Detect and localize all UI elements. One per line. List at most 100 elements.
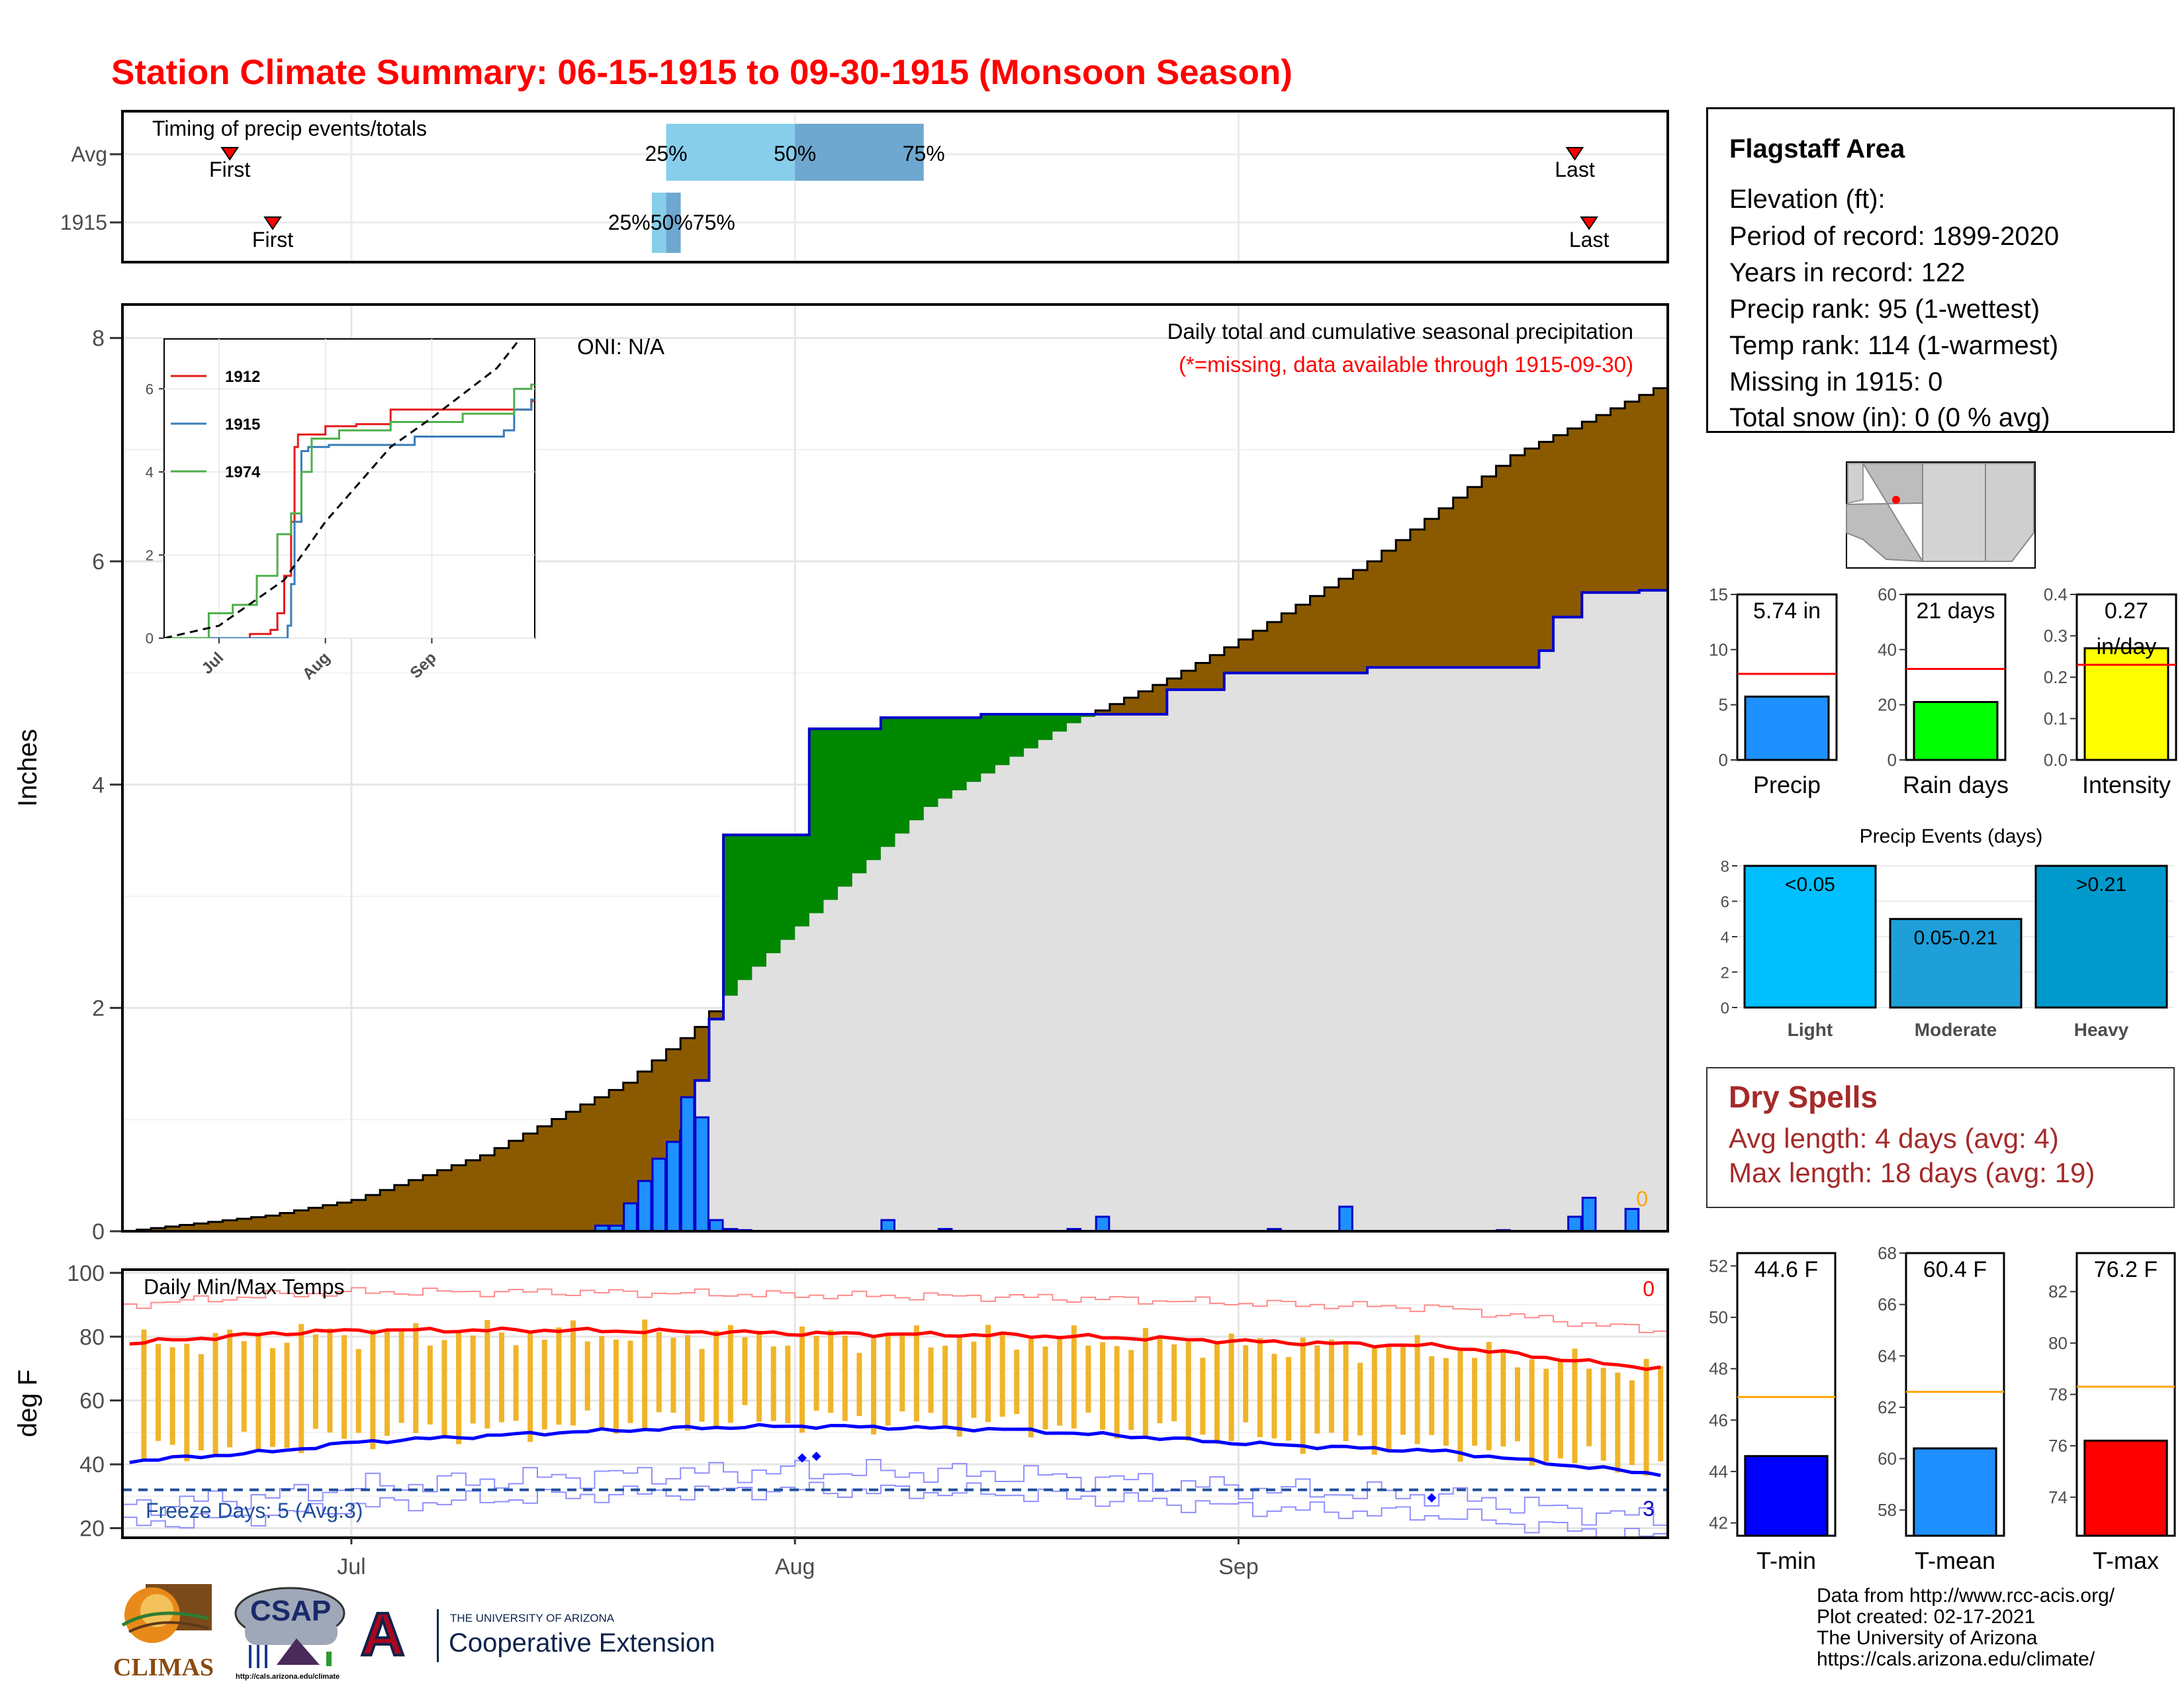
- year-quartile-bar-50-75: [666, 193, 681, 253]
- precip-y-tick-label: 6: [92, 549, 105, 575]
- missing-count: 0: [1636, 1187, 1648, 1211]
- timing-title: Timing of precip events/totals: [152, 117, 427, 140]
- daily-temp-bar: [527, 1333, 533, 1442]
- date-axis: Jul Aug Sep: [337, 1538, 1259, 1579]
- daily-temp-bar: [1629, 1380, 1635, 1466]
- year-last-label: Last: [1569, 228, 1610, 252]
- daily-temp-bar: [613, 1339, 619, 1434]
- daily-temp-bar: [985, 1325, 991, 1423]
- station-missing: Missing in 1915: 0: [1729, 367, 1943, 397]
- station-years: Years in record: 122: [1729, 258, 1966, 287]
- dry-spells-max: Max length: 18 days (avg: 19): [1729, 1157, 2095, 1188]
- credit-data-source: Data from http://www.rcc-acis.org/: [1817, 1585, 2115, 1607]
- daily-temp-bar: [799, 1327, 805, 1433]
- inset-series-line: [164, 400, 535, 638]
- events-bar: [1889, 917, 2023, 1009]
- row-label-1915: 1915: [60, 211, 107, 234]
- daily-precip-bar: [680, 1096, 696, 1231]
- daily-temp-bar: [556, 1327, 562, 1425]
- summary-y-tick-label: 60: [1878, 585, 1897, 604]
- summary-y-tick-label: 15: [1709, 585, 1728, 604]
- daily-temp-bar: [1443, 1358, 1449, 1446]
- daily-temp-bar: [599, 1336, 605, 1429]
- credit-plot-date: Plot created: 02-17-2021: [1817, 1606, 2036, 1628]
- avg-last-label: Last: [1555, 158, 1595, 181]
- daily-temp-bar: [1042, 1346, 1048, 1430]
- year-first-label: First: [252, 228, 293, 252]
- summary-value-label: 60.4 F: [1923, 1257, 1987, 1282]
- daily-temp-bar: [813, 1335, 819, 1411]
- temp-y-tick-label: 20: [79, 1517, 105, 1542]
- summary-y-tick-label: 0: [1888, 750, 1897, 770]
- csap-wordmark: CSAP: [250, 1595, 332, 1627]
- timing-panel: Timing of precip events/totals Avg 1915 …: [60, 110, 1669, 263]
- avg-q50-label: 50%: [774, 142, 816, 165]
- summary-y-tick-label: 68: [1878, 1243, 1897, 1263]
- daily-temp-bar: [1142, 1328, 1148, 1439]
- daily-temp-bar: [1357, 1362, 1363, 1436]
- inset-legend-label: 1974: [225, 463, 261, 481]
- daily-temp-bar: [384, 1330, 390, 1436]
- dry-spells-avg: Avg length: 4 days (avg: 4): [1729, 1123, 2059, 1154]
- summary-y-tick-label: 10: [1709, 639, 1728, 659]
- daily-temp-bar: [1343, 1342, 1349, 1442]
- daily-temp-bars: [141, 1319, 1664, 1476]
- events-bar-label: <0.05: [1785, 874, 1835, 896]
- tmin-summary-chart: 42 44 46 48 50 52 44.6 F T-min: [1709, 1252, 1837, 1574]
- daily-temp-bar: [1643, 1358, 1649, 1476]
- state-locator-map: [1846, 461, 2036, 569]
- daily-temp-bar: [470, 1335, 476, 1424]
- daily-temp-bar: [885, 1335, 891, 1426]
- events-title: Precip Events (days): [1860, 825, 2043, 847]
- precip-panel-subtitle: (*=missing, data available through 1915-…: [1179, 352, 1633, 377]
- events-bar: [1743, 865, 1877, 1009]
- csap-logo: CSAP http://cals.arizona.edu/climate: [230, 1585, 349, 1685]
- daily-temp-bar: [685, 1335, 691, 1431]
- events-y-tick-label: 2: [1721, 964, 1729, 982]
- daily-temp-bar: [871, 1335, 877, 1434]
- precip-events-chart: 0 2 4 6 8 Precip Events (days) <0.05 Light 0.05-…: [1721, 825, 2174, 1040]
- year-cumulative-line: [122, 588, 1668, 1231]
- daily-temp-bar: [1514, 1367, 1520, 1442]
- inset-legend-label: 1912: [225, 368, 260, 386]
- climas-logo: CLIMAS: [109, 1579, 218, 1685]
- summary-y-tick-label: 76: [2048, 1436, 2068, 1456]
- daily-temp-bar: [1586, 1368, 1592, 1446]
- record-max-line: [122, 1287, 1668, 1333]
- daily-temp-bar: [169, 1347, 175, 1445]
- avg-q25-label: 25%: [645, 142, 688, 165]
- freeze-days-label: Freeze Days: 5 (Avg:3): [146, 1499, 363, 1523]
- avg-q75-label: 75%: [903, 142, 945, 165]
- inset-y-tick-label: 2: [146, 547, 154, 563]
- summary-axis-label: T-min: [1756, 1547, 1816, 1574]
- daily-temp-bar: [1658, 1366, 1664, 1462]
- year-first-marker: [263, 216, 282, 230]
- daily-temp-bar: [627, 1340, 633, 1423]
- daily-temp-bar: [584, 1341, 590, 1411]
- daily-temp-bar: [398, 1330, 404, 1423]
- daily-temp-bar: [1257, 1338, 1263, 1437]
- events-bar-label: >0.21: [2076, 874, 2126, 896]
- daily-precip-bar: [651, 1157, 667, 1231]
- daily-temp-bar: [1371, 1348, 1377, 1455]
- summary-y-tick-label: 5: [1719, 695, 1728, 715]
- row-label-avg: Avg: [71, 142, 107, 166]
- summary-value-label: 0.27: [2105, 598, 2148, 624]
- daily-temp-bar: [484, 1319, 490, 1429]
- ua-a-icon: A: [359, 1599, 406, 1669]
- station-name: Flagstaff Area: [1729, 134, 1905, 164]
- station-temp-rank: Temp rank: 114 (1-warmest): [1729, 331, 2059, 360]
- record-min-line: [122, 1458, 1668, 1526]
- summary-y-tick-label: 52: [1709, 1256, 1728, 1276]
- summary-value-bar: [1744, 695, 1830, 761]
- daily-temp-bar: [656, 1332, 662, 1413]
- station-info-box: Flagstaff Area Elevation (ft): Period of…: [1706, 107, 2175, 433]
- summary-y-tick-label: 0.4: [2044, 585, 2068, 604]
- freeze-day-marker: [797, 1453, 807, 1463]
- record-max-count: 0: [1643, 1277, 1655, 1301]
- freeze-day-marker: [811, 1452, 821, 1462]
- daily-precip-bar: [1338, 1205, 1353, 1231]
- daily-temp-bar: [212, 1333, 218, 1457]
- avg-first-label: First: [209, 158, 250, 181]
- daily-temp-bar: [1400, 1346, 1406, 1435]
